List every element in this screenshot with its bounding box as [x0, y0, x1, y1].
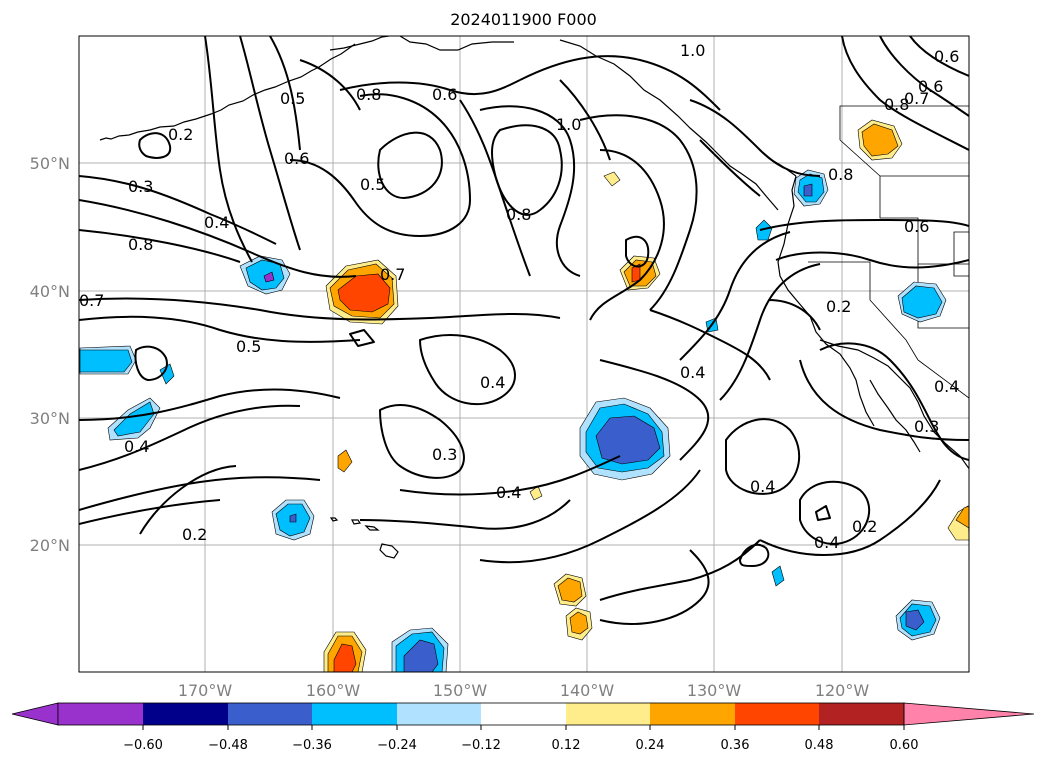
colorbar-extend-right [903, 702, 1035, 726]
map-area [79, 36, 969, 672]
contour-label: 0.6 [918, 77, 943, 96]
contour-label: 0.8 [884, 95, 909, 114]
lat-label: 50°N [30, 154, 70, 173]
contour-label: 0.2 [852, 517, 877, 536]
colorbar-segment [650, 703, 735, 725]
longitude-labels: 170°W 160°W 150°W 140°W 130°W 120°W [178, 681, 870, 700]
contour-labels: 1.0 0.6 0.7 0.6 0.8 0.5 0.8 0.6 1.0 0.2 … [79, 41, 959, 552]
colorbar-tick-label: 0.48 [805, 738, 834, 753]
contour-label: 0.6 [904, 217, 929, 236]
contour-label: 0.6 [284, 149, 309, 168]
colorbar-segment [312, 703, 397, 725]
positive-anomaly-fills [323, 119, 969, 672]
colorbar: −0.60 −0.48 −0.36 −0.24 −0.12 0.12 0.24 … [11, 702, 1035, 753]
contour-label: 0.2 [168, 125, 193, 144]
contour-label: 0.7 [380, 265, 405, 284]
map-title: 2024011900 F000 [450, 10, 597, 29]
map-frame [78, 35, 970, 673]
colorbar-tick-label: −0.24 [377, 738, 417, 753]
contour-label: 0.5 [236, 337, 261, 356]
colorbar-segment [143, 703, 228, 725]
negative-anomaly-fills [79, 169, 947, 672]
colorbar-tick-label: −0.48 [208, 738, 248, 753]
colorbar-segment [481, 703, 566, 725]
lon-label: 140°W [560, 681, 615, 700]
contour-label: 0.3 [914, 417, 939, 436]
contour-label: 0.5 [360, 175, 385, 194]
colorbar-extend-left [11, 702, 59, 726]
contour-label: 0.8 [128, 235, 153, 254]
colorbar-tick-label: −0.36 [292, 738, 332, 753]
contour-lines [79, 36, 969, 625]
contour-label: 1.0 [680, 41, 705, 60]
colorbar-segment [566, 703, 650, 725]
contour-label: 0.4 [680, 363, 705, 382]
contour-label: 0.2 [182, 525, 207, 544]
contour-label: 0.3 [432, 445, 457, 464]
contour-label: 0.4 [496, 483, 521, 502]
colorbar-tick-label: 0.12 [552, 738, 581, 753]
contour-label: 0.8 [828, 165, 853, 184]
colorbar-tick-label: −0.12 [461, 738, 501, 753]
contour-label: 0.3 [128, 177, 153, 196]
colorbar-segment [58, 703, 143, 725]
contour-label: 0.6 [432, 85, 457, 104]
colorbar-segment [819, 703, 904, 725]
lon-label: 170°W [178, 681, 233, 700]
latitude-labels: 50°N 40°N 30°N 20°N [30, 154, 70, 555]
contour-label: 0.4 [750, 477, 775, 496]
lon-label: 150°W [433, 681, 488, 700]
contour-label: 0.2 [826, 297, 851, 316]
contour-label: 0.8 [506, 205, 531, 224]
colorbar-segment [397, 703, 481, 725]
colorbar-tick-label: 0.60 [890, 738, 919, 753]
contour-label: 0.4 [204, 213, 229, 232]
colorbar-segment [735, 703, 819, 725]
lon-label: 160°W [306, 681, 361, 700]
contour-label: 0.4 [934, 377, 959, 396]
lon-label: 120°W [815, 681, 870, 700]
contour-label: 0.7 [79, 291, 104, 310]
colorbar-tick-label: −0.60 [123, 738, 163, 753]
contour-label: 0.8 [356, 85, 381, 104]
contour-label: 0.6 [934, 47, 959, 66]
contour-label: 0.5 [280, 89, 305, 108]
gridlines [79, 36, 969, 672]
lon-label: 130°W [687, 681, 742, 700]
contour-label: 0.4 [814, 533, 839, 552]
colorbar-tick-label: 0.24 [636, 738, 665, 753]
colorbar-segment [228, 703, 312, 725]
contour-label: 1.0 [556, 115, 581, 134]
contour-label: 0.4 [124, 437, 149, 456]
contour-label: 0.4 [480, 373, 505, 392]
contour-label: 0.7 [904, 89, 929, 108]
lat-label: 30°N [30, 409, 70, 428]
lat-label: 40°N [30, 282, 70, 301]
lat-label: 20°N [30, 536, 70, 555]
colorbar-tick-label: 0.36 [721, 738, 750, 753]
